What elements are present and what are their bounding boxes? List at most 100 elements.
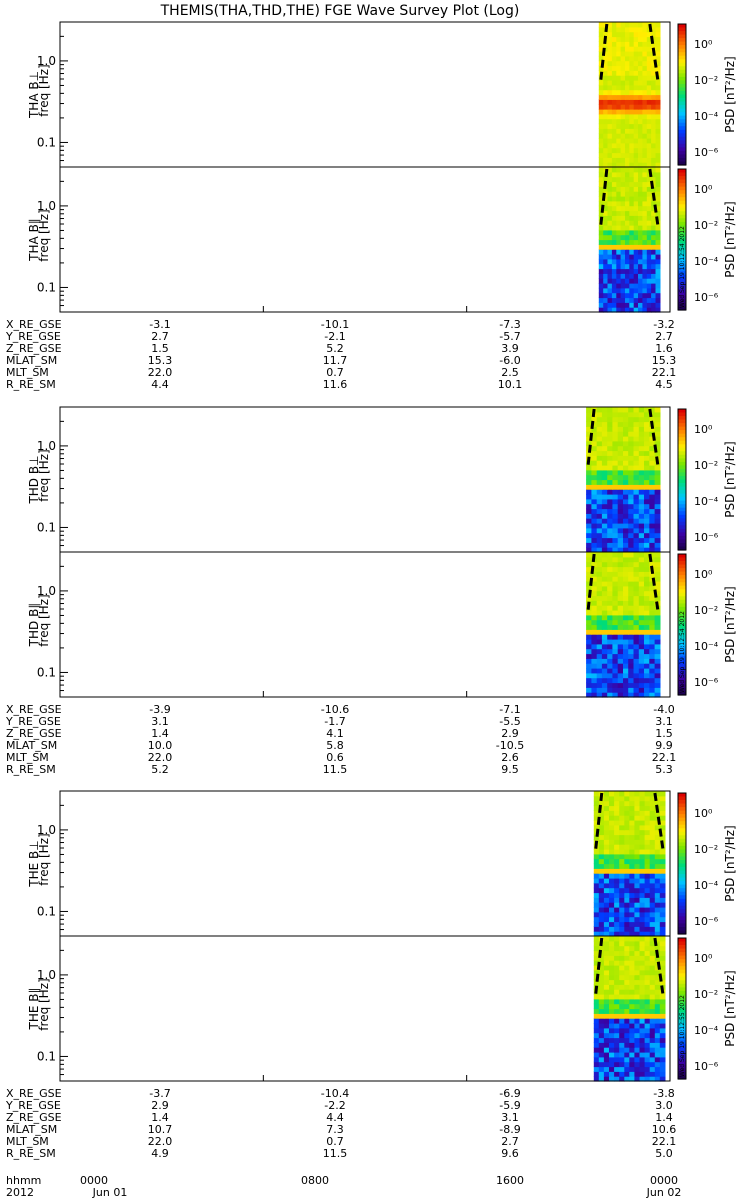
spectrogram-cell: [649, 571, 656, 577]
colorbar-cell: [678, 817, 686, 822]
spectrogram-cell: [612, 465, 619, 471]
cyclotron-line: [648, 23, 660, 81]
spectrogram-cell: [659, 805, 666, 811]
spectrogram-cell: [654, 902, 661, 908]
spectrogram-cell: [655, 142, 661, 149]
spectrogram-cell: [607, 128, 613, 134]
spectrogram-cell: [623, 648, 629, 655]
spectrogram-cell: [596, 407, 603, 413]
spectrogram-cell: [612, 494, 619, 500]
spectrogram-cell: [629, 200, 635, 207]
spectrogram-cell: [628, 484, 635, 490]
spectrogram-cell: [659, 887, 666, 894]
spectrogram-cell: [611, 26, 617, 33]
spectrogram-cell: [611, 215, 617, 221]
spectrogram-cell: [598, 307, 604, 313]
spectrogram-cell: [603, 979, 610, 985]
spectrogram-cell: [649, 455, 656, 461]
ephemeris-value: 5.0: [655, 1147, 673, 1160]
colorbar-cell: [678, 207, 686, 212]
spectrogram-cell: [624, 858, 630, 865]
spectrogram-cell: [633, 566, 640, 572]
spectrogram-cell: [623, 653, 629, 659]
spectrogram-cell: [617, 600, 624, 606]
spectrogram-cell: [614, 829, 620, 836]
colorbar-cell: [678, 987, 686, 992]
spectrogram-cell: [634, 1047, 641, 1053]
spectrogram-cell: [586, 614, 592, 621]
spectrogram-cell: [642, 65, 648, 71]
spectrogram-cell: [607, 639, 614, 645]
spectrogram-cell: [649, 518, 656, 524]
spectrogram-cell: [596, 436, 603, 442]
spectrogram-cell: [603, 104, 609, 110]
spectrogram-cell: [649, 595, 656, 601]
spectrogram-cell: [649, 619, 656, 626]
spectrogram-cell: [638, 692, 645, 698]
spectrogram-cell: [654, 911, 661, 918]
spectrogram-cell: [629, 887, 635, 894]
spectrogram-cell: [634, 994, 641, 1000]
spectrogram-cell: [616, 181, 622, 187]
spectrogram-cell: [603, 1018, 610, 1024]
colorbar-cell: [678, 589, 686, 594]
spectrogram-cell: [654, 800, 661, 807]
spectrogram-cell: [634, 1023, 641, 1029]
spectrogram-cell: [628, 498, 635, 505]
spectrogram-cell: [601, 643, 608, 650]
spectrogram-cell: [603, 1027, 610, 1034]
spectrogram-cell: [644, 668, 650, 674]
spectrogram-cell: [598, 1003, 605, 1010]
spectrogram-cell: [612, 537, 619, 543]
colorbar-cell: [678, 236, 686, 241]
spectrogram-cell: [586, 672, 592, 679]
spectrogram-cell: [612, 624, 619, 630]
spectrogram-cell: [633, 138, 639, 144]
cyclotron-line: [599, 168, 609, 226]
spectrogram-cell: [625, 109, 630, 115]
colorbar-cell: [678, 112, 686, 117]
spectrogram-cell: [624, 916, 630, 923]
spectrogram-cell: [649, 1071, 656, 1077]
spectrogram-cell: [649, 508, 656, 514]
spectrogram-cell: [612, 658, 619, 664]
spectrogram-cell: [638, 547, 645, 553]
colorbar-cell: [678, 659, 686, 664]
spectrogram-cell: [634, 834, 641, 840]
spectrogram-cell: [623, 687, 629, 693]
spectrogram-cell: [659, 892, 666, 898]
spectrogram-cell: [614, 853, 620, 860]
spectrogram-cell: [638, 287, 643, 294]
spectrogram-cell: [624, 1023, 630, 1029]
colorbar-cell: [678, 200, 686, 205]
spectrogram-cell: [607, 162, 613, 168]
spectrogram-cell: [616, 46, 622, 52]
colorbar-tick-label: 10⁻⁶: [694, 531, 719, 544]
ephemeris-value: 5.8: [326, 739, 344, 752]
spectrogram-cell: [596, 658, 603, 664]
spectrogram-cell: [633, 465, 640, 471]
spectrogram-cell: [609, 1061, 615, 1068]
spectrogram-cell: [620, 51, 626, 57]
ephemeris-name: X_RE_GSE: [6, 318, 62, 331]
spectrogram-cell: [639, 984, 646, 990]
spectrogram-cell: [619, 902, 625, 908]
spectrogram-cell: [629, 196, 635, 202]
spectrogram-cell: [603, 249, 609, 255]
spectrogram-cell: [654, 692, 661, 698]
spectrogram-cell: [614, 945, 620, 952]
freq-axis-label: freq [Hz]: [37, 64, 51, 116]
spectrogram-cell: [598, 302, 604, 308]
ephemeris-name: MLAT_SM: [6, 354, 57, 367]
spectrogram-cell: [659, 940, 666, 947]
spectrogram-cell: [638, 407, 645, 413]
spectrogram-cell: [651, 99, 657, 105]
ephemeris-name: MLT_SM: [6, 366, 49, 379]
spectrogram-cell: [654, 907, 661, 913]
spectrogram-cell: [654, 407, 661, 413]
spectrogram-cell: [644, 431, 650, 437]
spectrogram-cell: [642, 239, 648, 245]
spectrogram-cell: [634, 853, 641, 860]
spectrogram-cell: [598, 1037, 605, 1043]
spectrogram-cell: [642, 234, 648, 241]
